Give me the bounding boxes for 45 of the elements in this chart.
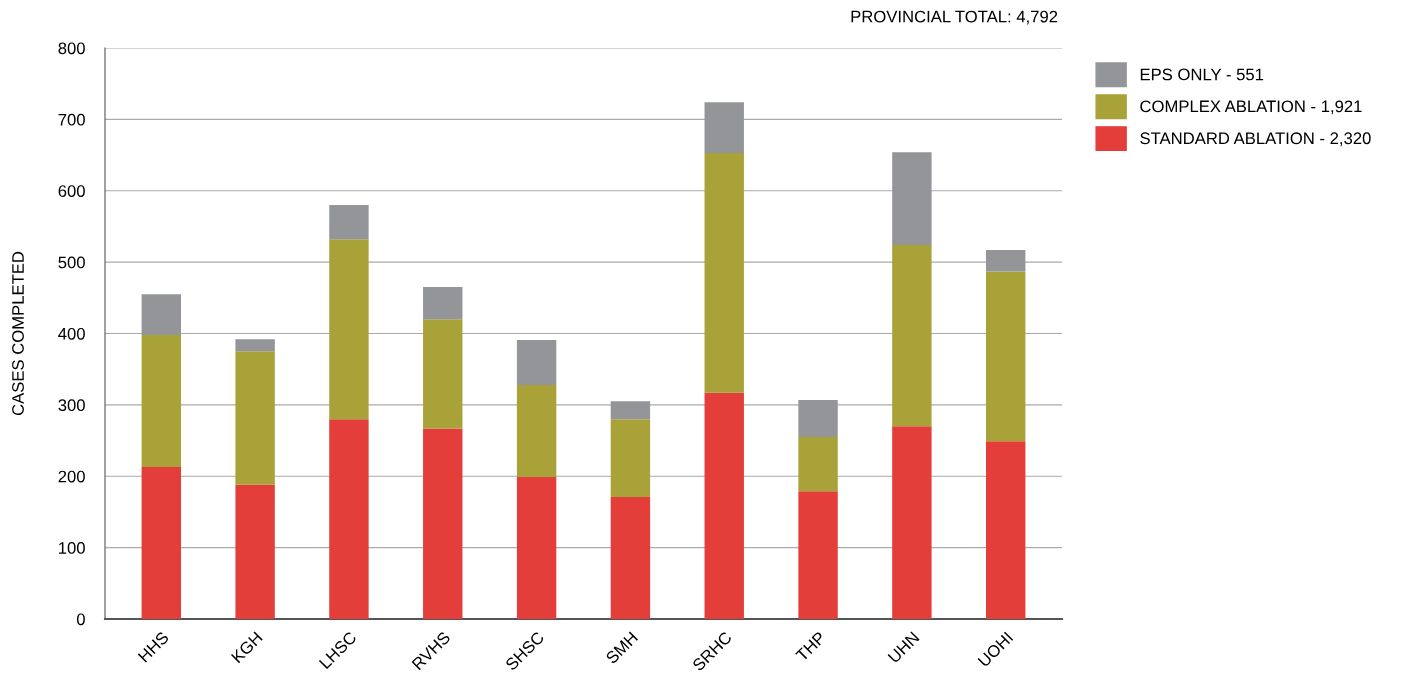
y-tick-label: 700	[58, 113, 85, 126]
bar	[423, 319, 463, 429]
bar	[610, 419, 651, 497]
bar	[329, 239, 369, 420]
bar	[516, 476, 557, 619]
y-tick-label: 800	[58, 42, 85, 55]
bar	[986, 249, 1026, 272]
bar	[329, 419, 369, 619]
y-tick-label: 500	[58, 256, 85, 269]
legend-label: COMPLEX ABLATION - 1,921	[1140, 100, 1362, 115]
bar	[986, 271, 1026, 442]
y-tick-label: 400	[58, 327, 85, 340]
bar	[141, 334, 181, 467]
bar	[423, 287, 463, 320]
y-tick-label: 300	[58, 399, 85, 412]
bar	[329, 205, 369, 240]
bar	[235, 351, 275, 485]
bar	[235, 484, 275, 619]
bar	[798, 436, 838, 492]
bar	[798, 491, 838, 619]
bar	[986, 441, 1026, 619]
bar	[798, 399, 838, 437]
legend-label: EPS ONLY - 551	[1140, 68, 1264, 81]
bar	[892, 152, 932, 245]
y-tick-label: 200	[58, 470, 85, 483]
bar	[892, 426, 932, 619]
bar	[516, 384, 557, 477]
text: PROVINCIAL TOTAL: 4,792	[851, 10, 1058, 25]
bar	[704, 102, 744, 153]
bar	[610, 401, 651, 420]
bar	[235, 339, 275, 352]
bar	[141, 466, 181, 619]
y-tick-label: 100	[59, 542, 85, 554]
bar	[704, 392, 744, 619]
bar	[141, 294, 181, 335]
legend-label: STANDARD ABLATION - 2,320	[1140, 132, 1371, 147]
bar	[704, 152, 744, 393]
y-tick-label: 0	[76, 613, 85, 626]
bar	[892, 245, 932, 427]
bar	[516, 339, 557, 385]
y-tick-label: 600	[58, 185, 85, 197]
bar	[610, 496, 651, 619]
x-tick-label: THP	[795, 631, 826, 662]
y-axis-title: CASES COMPLETED	[12, 251, 24, 416]
bar	[423, 428, 463, 619]
